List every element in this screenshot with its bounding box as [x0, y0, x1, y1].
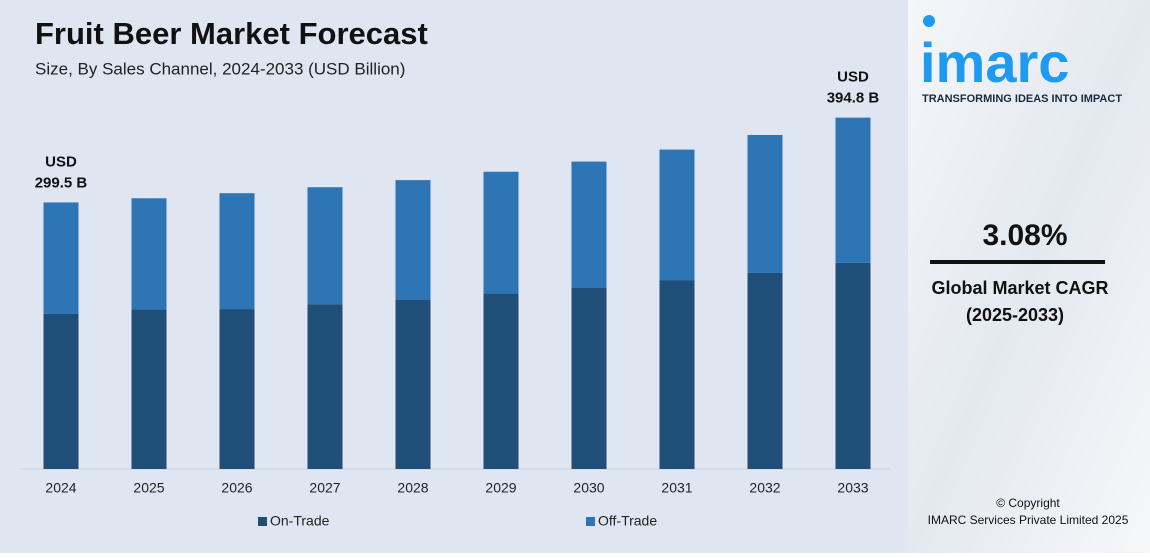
- x-tick-label: 2026: [221, 480, 252, 496]
- x-tick-label: 2024: [45, 480, 76, 496]
- sidebar-background: [908, 0, 1150, 553]
- tagline: TRANSFORMING IDEAS INTO IMPACT: [922, 93, 1122, 105]
- bar-segment: [835, 262, 871, 469]
- chart-subtitle: Size, By Sales Channel, 2024-2033 (USD B…: [35, 59, 405, 78]
- bar-segment: [395, 299, 431, 469]
- bar-segment: [307, 187, 343, 305]
- bar-segment: [131, 198, 167, 310]
- logo: imarc: [920, 31, 1069, 94]
- legend-label: On-Trade: [270, 513, 330, 529]
- bar-segment: [659, 280, 695, 469]
- x-tick-label: 2027: [309, 480, 340, 496]
- bar-segment: [747, 134, 783, 273]
- bar-segment: [43, 313, 79, 469]
- total-label: USD: [45, 153, 77, 170]
- bar-segment: [571, 287, 607, 469]
- x-tick-label: 2028: [397, 480, 428, 496]
- bar-segment: [131, 309, 167, 469]
- copyright-owner: IMARC Services Private Limited 2025: [928, 513, 1129, 527]
- bar-segment: [835, 117, 871, 263]
- bar-segment: [483, 293, 519, 469]
- x-tick-label: 2032: [749, 480, 780, 496]
- bar-segment: [571, 161, 607, 288]
- cagr-period: (2025-2033): [966, 305, 1064, 325]
- bar-segment: [747, 272, 783, 469]
- total-label: USD: [837, 69, 869, 86]
- bar-segment: [219, 193, 255, 310]
- x-tick-label: 2031: [661, 480, 692, 496]
- total-label: 299.5 B: [35, 174, 88, 191]
- chart-title: Fruit Beer Market Forecast: [35, 16, 428, 51]
- bar-segment: [483, 171, 519, 294]
- legend-swatch: [586, 517, 595, 526]
- bar-segment: [395, 180, 431, 300]
- x-tick-label: 2033: [837, 480, 868, 496]
- bar-segment: [307, 304, 343, 469]
- bar-segment: [43, 202, 79, 314]
- x-tick-label: 2029: [485, 480, 516, 496]
- copyright: © Copyright: [996, 496, 1060, 510]
- cagr-label: Global Market CAGR: [931, 278, 1108, 298]
- cagr-rule: [930, 260, 1105, 264]
- bar-segment: [219, 309, 255, 469]
- x-tick-label: 2025: [133, 480, 164, 496]
- x-tick-label: 2030: [573, 480, 604, 496]
- bar-segment: [659, 149, 695, 281]
- logo-dot: [923, 15, 935, 27]
- legend-swatch: [258, 517, 267, 526]
- total-label: 394.8 B: [827, 90, 880, 107]
- legend-label: Off-Trade: [598, 513, 657, 529]
- cagr-value: 3.08%: [982, 219, 1067, 252]
